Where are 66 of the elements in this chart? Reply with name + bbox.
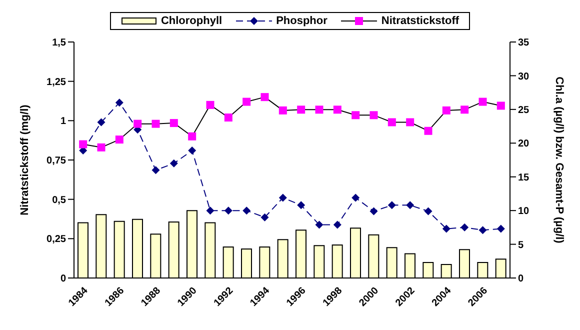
y2-tick-label: 20 xyxy=(518,138,530,150)
y2-tick-label: 25 xyxy=(518,104,530,116)
point xyxy=(370,111,378,120)
point xyxy=(134,120,142,128)
point xyxy=(242,206,251,215)
y-tick-label: 1 xyxy=(60,116,66,128)
point xyxy=(170,159,178,168)
y-tick-label: 1,5 xyxy=(52,38,66,49)
y2-tick-label: 0 xyxy=(518,274,524,285)
point xyxy=(424,207,432,216)
y-tick-label: 0,25 xyxy=(46,234,66,246)
point xyxy=(260,213,269,222)
legend-label: Chlorophyll xyxy=(160,15,222,27)
point xyxy=(333,220,342,229)
point xyxy=(297,106,306,114)
point xyxy=(460,106,469,114)
point xyxy=(496,102,505,110)
y2-axis-title: Chl.a (µg/l) bzw. Gesamt-P (µg/l) xyxy=(553,76,566,244)
point xyxy=(388,118,396,126)
point xyxy=(478,226,487,234)
point xyxy=(460,223,469,232)
point xyxy=(242,98,251,106)
point xyxy=(188,146,196,155)
y2-tick-label: 15 xyxy=(518,172,530,184)
point xyxy=(352,194,360,202)
point xyxy=(406,118,414,126)
y2-tick-label: 5 xyxy=(518,240,524,251)
point xyxy=(115,98,124,107)
point xyxy=(406,201,414,210)
point xyxy=(206,206,214,215)
y-tick-label: 0,5 xyxy=(52,194,66,206)
point xyxy=(170,119,178,128)
y2-tick-label: 30 xyxy=(518,71,530,82)
point xyxy=(424,126,432,135)
point xyxy=(315,106,324,114)
point xyxy=(442,106,450,114)
point xyxy=(278,194,287,202)
y-tick-label: 1,25 xyxy=(46,76,66,88)
point xyxy=(188,132,196,140)
y-tick-label: 0 xyxy=(60,274,66,285)
y2-tick-label: 10 xyxy=(518,206,530,218)
point xyxy=(97,118,106,126)
point xyxy=(297,201,306,210)
legend-label: Nitratstickstoff xyxy=(381,15,460,27)
y-tick-label: 0,75 xyxy=(46,156,66,167)
point xyxy=(388,201,396,210)
point xyxy=(152,120,160,128)
point xyxy=(496,224,505,233)
point xyxy=(79,140,88,148)
point xyxy=(97,143,106,152)
point xyxy=(152,166,160,174)
point xyxy=(315,220,324,229)
point xyxy=(278,106,287,114)
legend-label: Phosphor xyxy=(276,15,328,27)
point xyxy=(115,136,124,144)
point xyxy=(224,114,232,122)
point xyxy=(478,98,487,106)
point xyxy=(370,207,378,216)
point xyxy=(442,224,450,233)
point xyxy=(224,206,232,215)
point xyxy=(352,111,360,120)
point xyxy=(206,100,214,109)
y-axis-title: Nitratstickstoff (mg/l) xyxy=(18,104,31,216)
y2-tick-label: 35 xyxy=(518,38,530,49)
point xyxy=(260,93,269,102)
point xyxy=(333,106,342,114)
